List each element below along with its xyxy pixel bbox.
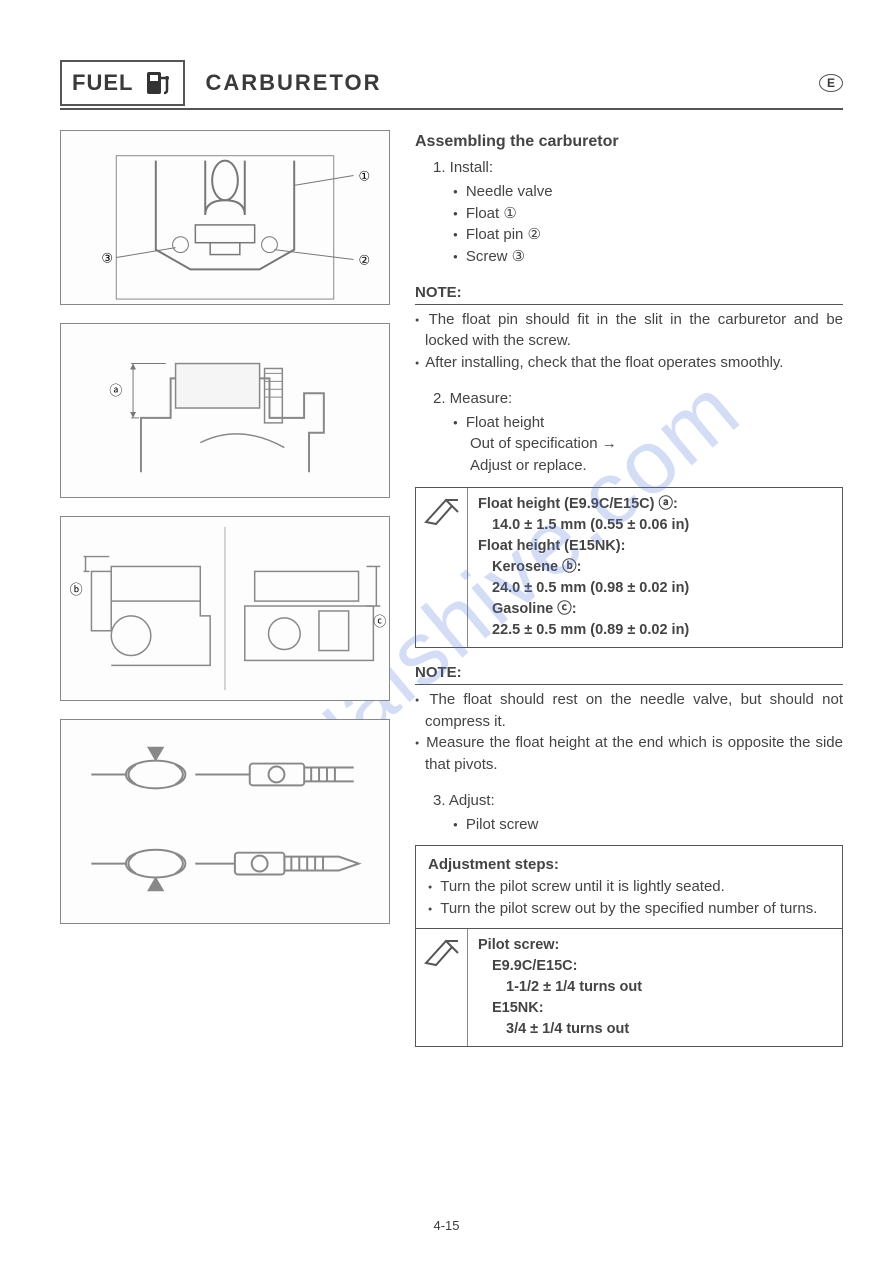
section-title: CARBURETOR <box>205 70 819 96</box>
list-item: Measure the float height at the end whic… <box>415 732 843 776</box>
spec-line: 14.0 ± 1.5 mm (0.55 ± 0.06 in) <box>492 515 832 536</box>
list-item: Float pin ② <box>453 224 843 246</box>
caliper-icon <box>416 488 468 647</box>
fuel-label: FUEL <box>72 70 133 96</box>
content-area: ① ② ③ ⓐ <box>60 130 843 1047</box>
spec-line: 22.5 ± 0.5 mm (0.89 ± 0.02 in) <box>492 620 832 641</box>
step2-list: Float height <box>453 412 843 434</box>
figure-3: ⓑ ⓒ <box>60 516 390 701</box>
spec-line: Float height (E9.9C/E15C) ⓐ: <box>478 494 832 515</box>
assembling-title: Assembling the carburetor <box>415 130 843 153</box>
list-item: Screw ③ <box>453 246 843 268</box>
list-item: The float pin should fit in the slit in … <box>415 309 843 353</box>
spec-body-float: Float height (E9.9C/E15C) ⓐ: 14.0 ± 1.5 … <box>468 488 842 647</box>
fuel-tag: FUEL <box>60 60 185 106</box>
list-item: After installing, check that the float o… <box>415 352 843 374</box>
list-item: Turn the pilot screw out by the specifie… <box>428 898 830 920</box>
note2-list: The float should rest on the needle valv… <box>415 689 843 776</box>
text-column: Assembling the carburetor 1. Install: Ne… <box>415 130 843 1047</box>
note1-label: NOTE: <box>415 282 843 305</box>
svg-text:①: ① <box>358 168 370 183</box>
spec-line: 1-1/2 ± 1/4 turns out <box>506 977 832 998</box>
svg-text:ⓒ: ⓒ <box>373 614 386 629</box>
svg-text:②: ② <box>358 252 370 267</box>
step3-list: Pilot screw <box>453 814 843 836</box>
step2-sub1: Out of specification → <box>470 433 843 455</box>
page-number: 4-15 <box>433 1218 459 1233</box>
step2-label: 2. Measure: <box>433 388 843 410</box>
fuel-pump-icon <box>143 68 173 98</box>
spec-box-pilot: Pilot screw: E9.9C/E15C: 1-1/2 ± 1/4 tur… <box>415 929 843 1047</box>
page-header: FUEL CARBURETOR E <box>60 60 843 110</box>
figure-2: ⓐ <box>60 323 390 498</box>
list-item: Float ① <box>453 203 843 225</box>
spec-box-float: Float height (E9.9C/E15C) ⓐ: 14.0 ± 1.5 … <box>415 487 843 648</box>
step3-label: 3. Adjust: <box>433 790 843 812</box>
note2-label: NOTE: <box>415 662 843 685</box>
spec-line: E15NK: <box>492 998 832 1019</box>
list-item: Pilot screw <box>453 814 843 836</box>
svg-text:ⓑ: ⓑ <box>70 582 83 597</box>
figures-column: ① ② ③ ⓐ <box>60 130 390 1047</box>
adjustment-title: Adjustment steps: <box>428 854 830 876</box>
adjustment-list: Turn the pilot screw until it is lightly… <box>428 876 830 920</box>
spec-body-pilot: Pilot screw: E9.9C/E15C: 1-1/2 ± 1/4 tur… <box>468 929 842 1046</box>
step1-list: Needle valve Float ① Float pin ② Screw ③ <box>453 181 843 268</box>
spec-line: Kerosene ⓑ: <box>492 557 832 578</box>
list-item: Needle valve <box>453 181 843 203</box>
adjustment-box: Adjustment steps: Turn the pilot screw u… <box>415 845 843 928</box>
caliper-icon <box>416 929 468 1046</box>
language-badge: E <box>819 74 843 92</box>
spec-line: Gasoline ⓒ: <box>492 599 832 620</box>
svg-text:ⓐ: ⓐ <box>109 383 122 398</box>
spec-line: Float height (E15NK): <box>478 536 832 557</box>
spec-line: Pilot screw: <box>478 935 832 956</box>
list-item: Turn the pilot screw until it is lightly… <box>428 876 830 898</box>
spec-line: E9.9C/E15C: <box>492 956 832 977</box>
svg-text:③: ③ <box>101 250 113 265</box>
figure-1: ① ② ③ <box>60 130 390 305</box>
spec-line: 3/4 ± 1/4 turns out <box>506 1019 832 1040</box>
figure-4 <box>60 719 390 924</box>
step2-sub2: Adjust or replace. <box>470 455 843 477</box>
note1-list: The float pin should fit in the slit in … <box>415 309 843 374</box>
spec-line: 24.0 ± 0.5 mm (0.98 ± 0.02 in) <box>492 578 832 599</box>
list-item: Float height <box>453 412 843 434</box>
list-item: The float should rest on the needle valv… <box>415 689 843 733</box>
step1-label: 1. Install: <box>433 157 843 179</box>
